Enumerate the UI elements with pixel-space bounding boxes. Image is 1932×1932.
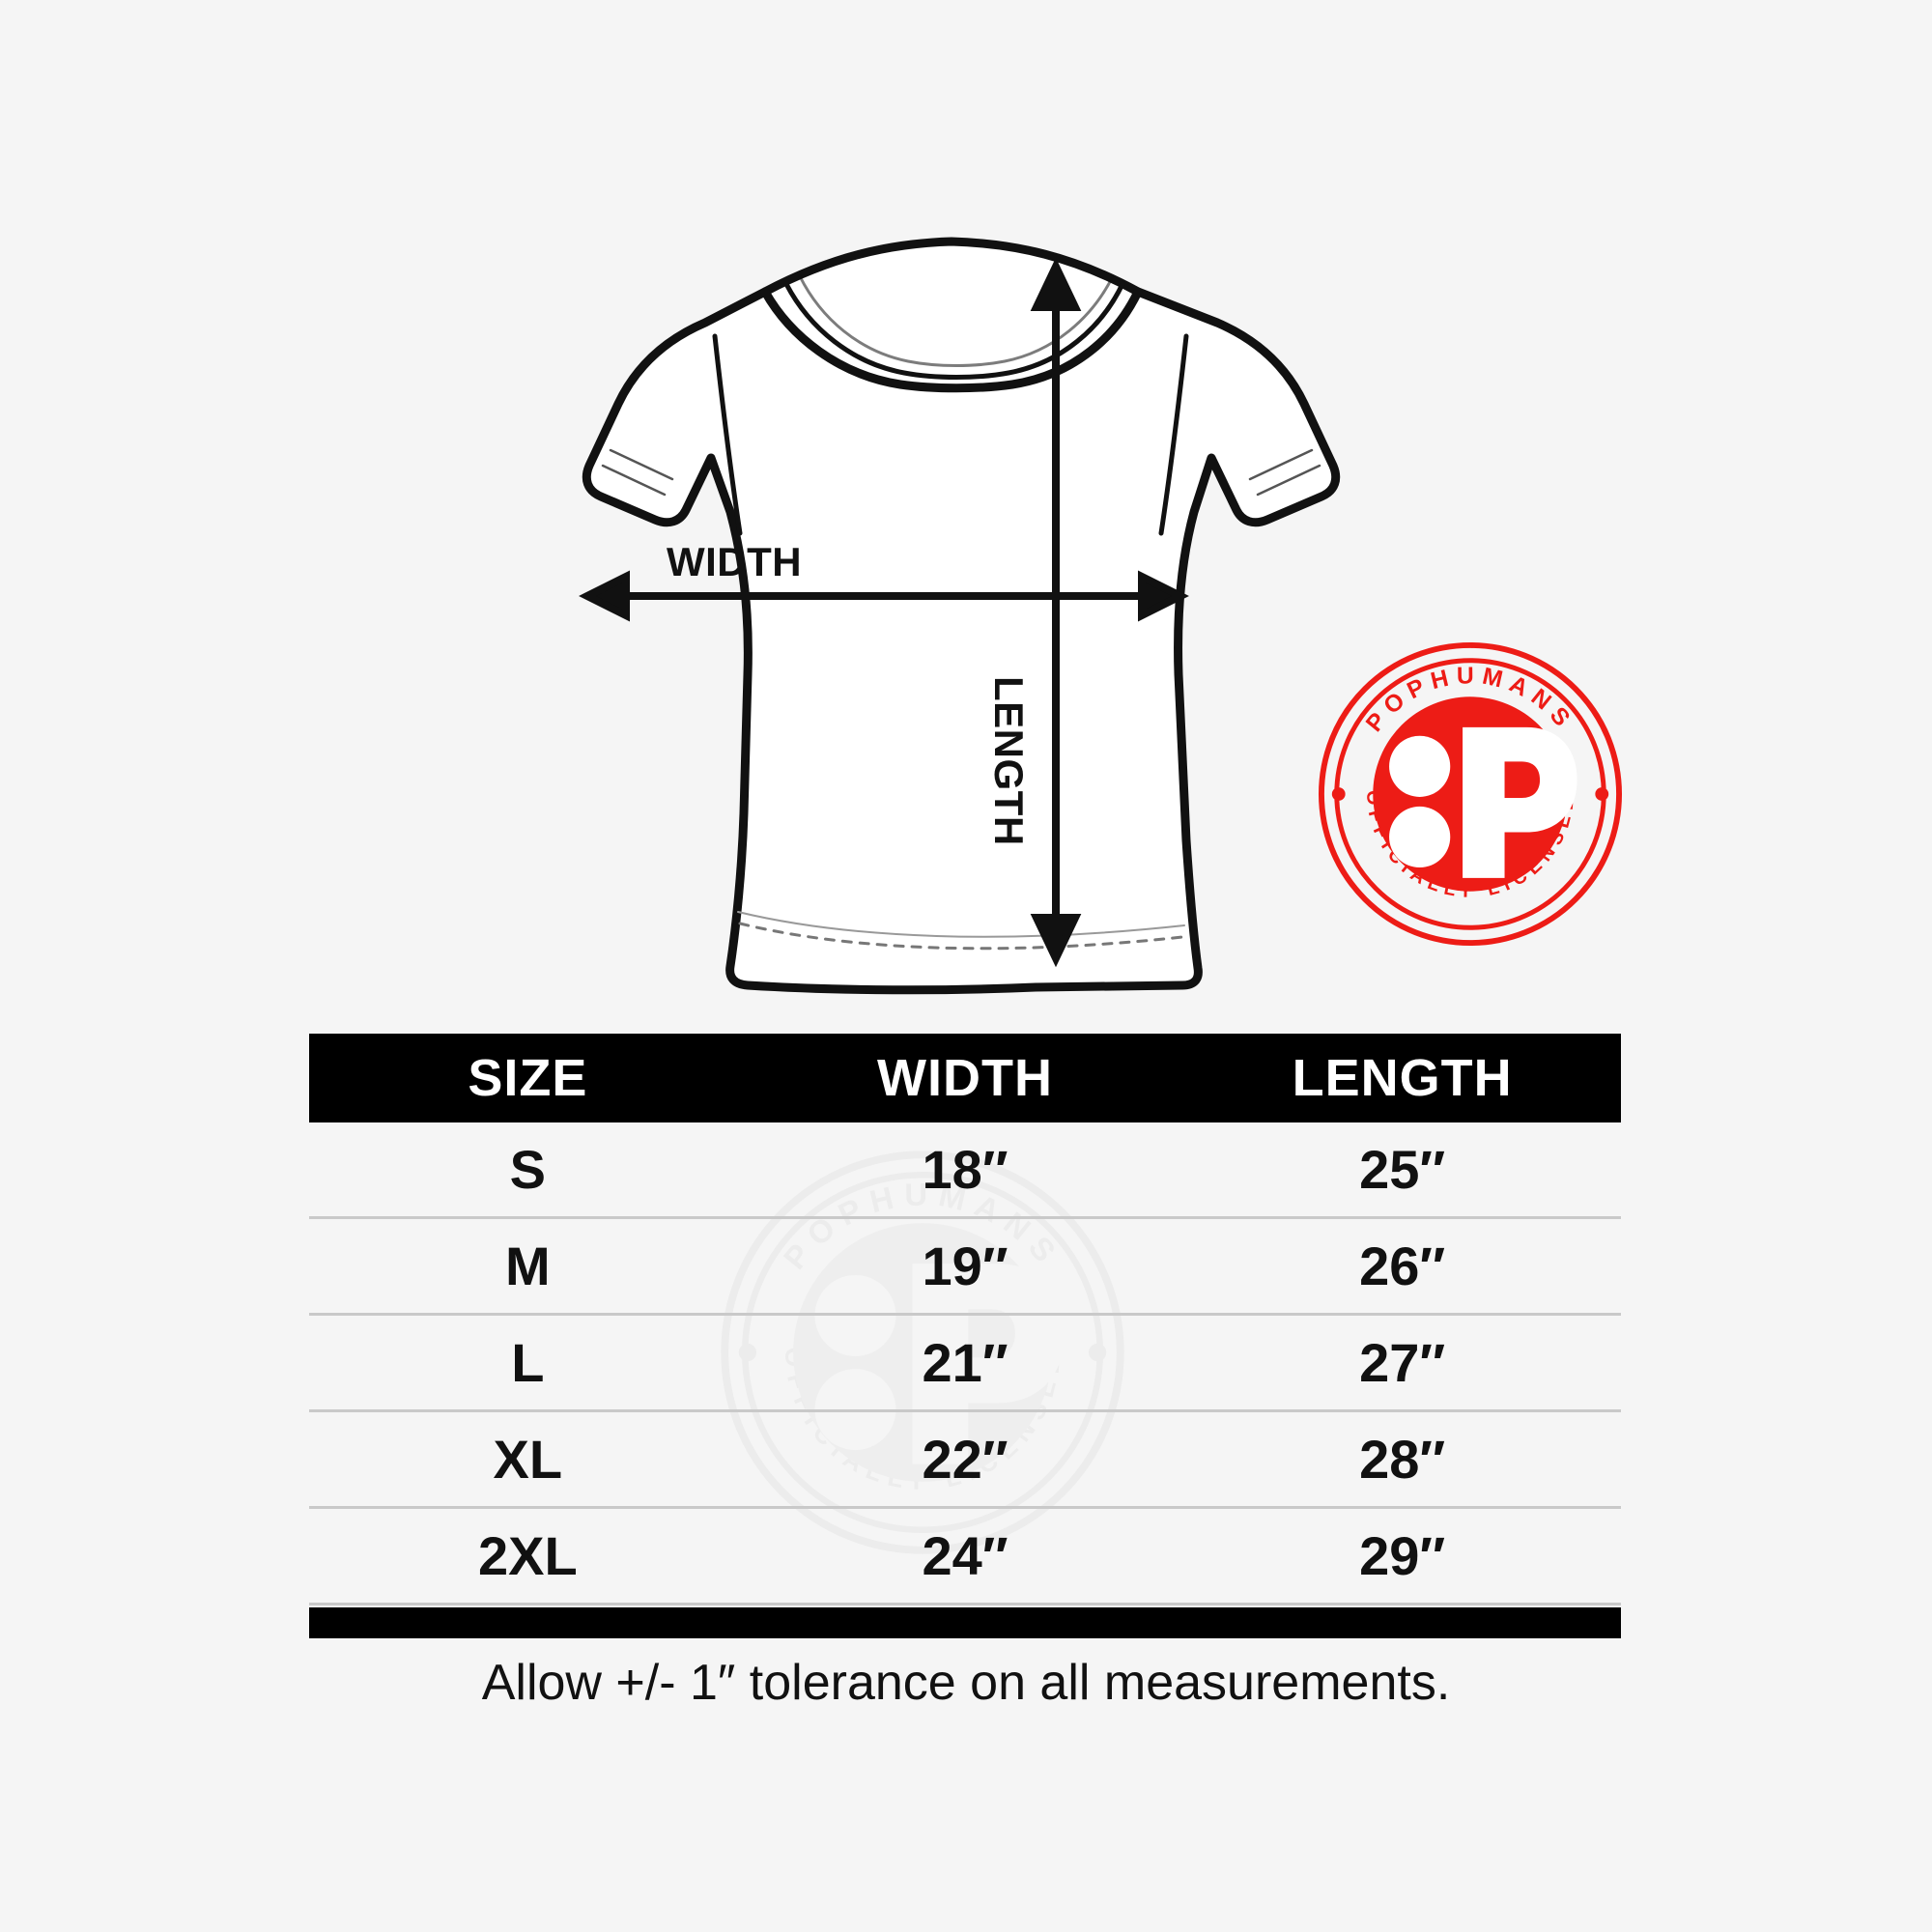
table-row: M 19″ 26″ [309,1219,1621,1316]
column-header-length: LENGTH [1292,1049,1513,1107]
cell-length: 25″ [1359,1139,1446,1200]
table-row: L 21″ 27″ [309,1316,1621,1412]
cell-width: 19″ [922,1236,1009,1296]
length-measure-label: LENGTH [986,676,1032,846]
tshirt-illustration [541,222,1352,1014]
table-header-row: SIZE WIDTH LENGTH [309,1034,1621,1122]
size-chart-table: SIZE WIDTH LENGTH S 18″ 25″ M 19″ 26″ L … [309,1034,1621,1638]
width-arrow [579,570,1189,622]
table-row: S 18″ 25″ [309,1122,1621,1219]
cell-length: 26″ [1359,1236,1446,1296]
badge-p-monogram [1463,726,1577,878]
cell-width: 21″ [922,1332,1009,1393]
cell-width: 22″ [922,1429,1009,1490]
cell-size: S [509,1139,547,1200]
length-arrow [1030,257,1082,968]
tolerance-footnote: Allow +/- 1″ tolerance on all measuremen… [481,1655,1451,1711]
cell-width: 24″ [922,1525,1009,1586]
column-header-size: SIZE [468,1049,588,1107]
cell-size: M [505,1236,551,1296]
column-header-width: WIDTH [877,1049,1053,1107]
cell-size: 2XL [477,1525,578,1586]
pophumans-officially-licensed-badge: POPHUMANS OFFICIALLY LICENSED [1318,641,1623,947]
cell-size: XL [493,1429,563,1490]
cell-length: 29″ [1359,1525,1446,1586]
cell-width: 18″ [922,1139,1009,1200]
width-measure-label: WIDTH [667,539,803,584]
cell-length: 28″ [1359,1429,1446,1490]
table-row: XL 22″ 28″ [309,1412,1621,1509]
cell-length: 27″ [1359,1332,1446,1393]
table-bottom-bar [309,1607,1621,1638]
table-row: 2XL 24″ 29″ [309,1509,1621,1605]
cell-size: L [511,1332,545,1393]
